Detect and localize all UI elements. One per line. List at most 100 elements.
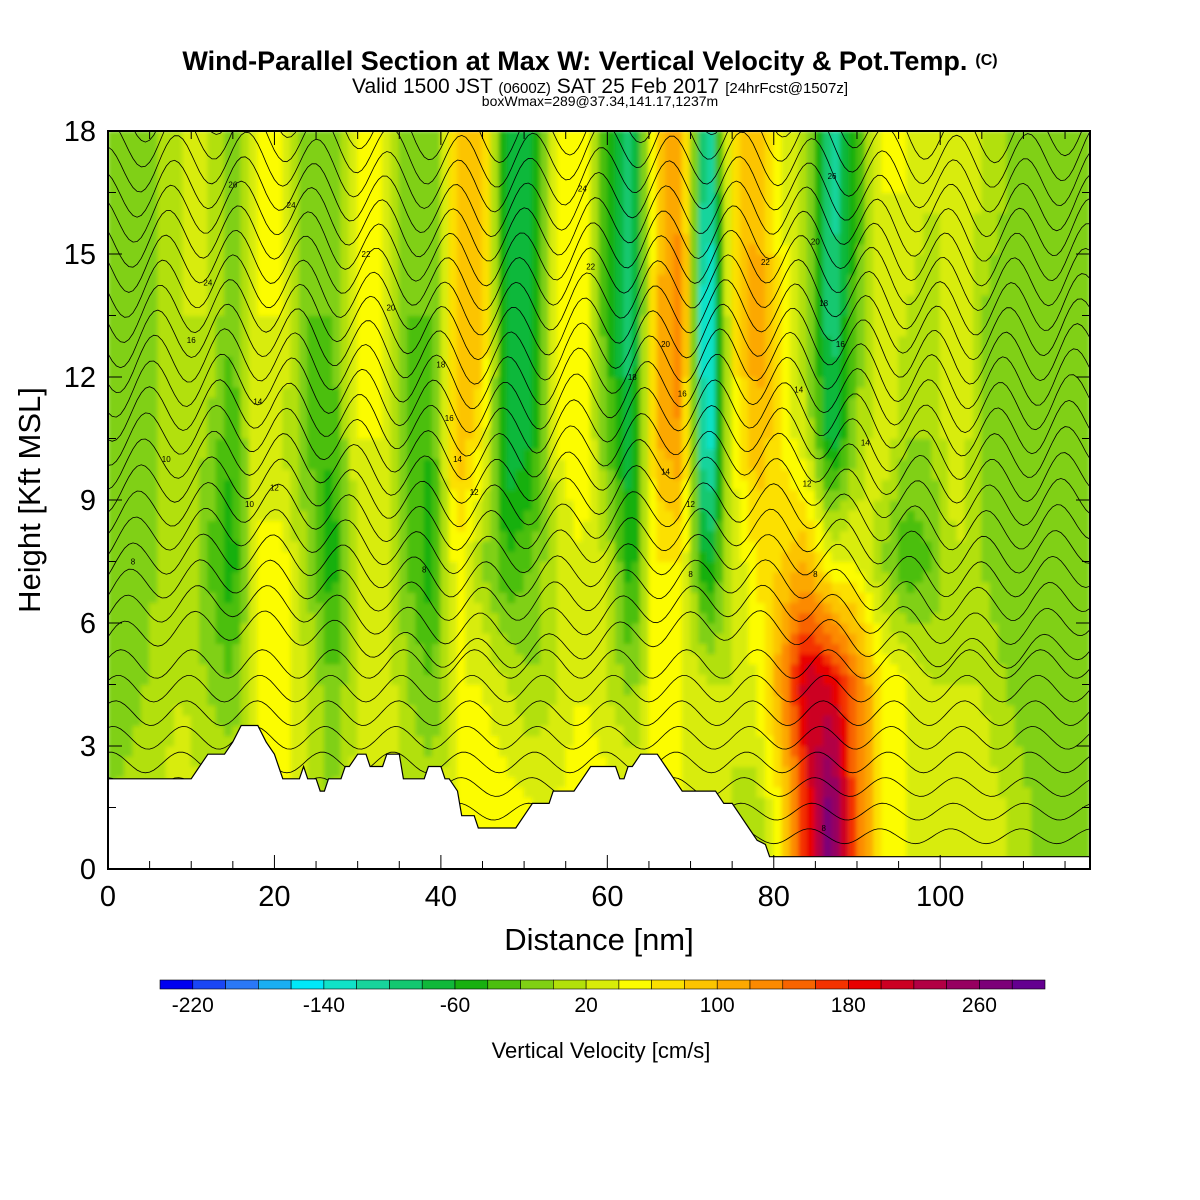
- velocity-cell: [556, 766, 567, 778]
- velocity-cell: [498, 663, 508, 675]
- velocity-cell: [640, 263, 650, 275]
- velocity-cell: [348, 602, 359, 614]
- velocity-cell: [165, 704, 176, 716]
- velocity-cell: [515, 653, 525, 665]
- velocity-cell: [540, 263, 550, 275]
- velocity-cell: [581, 192, 592, 204]
- velocity-cell: [615, 632, 625, 644]
- velocity-cell: [323, 499, 334, 511]
- velocity-cell: [448, 417, 459, 429]
- velocity-cell: [149, 550, 159, 562]
- velocity-cell: [473, 171, 483, 183]
- velocity-cell: [623, 540, 633, 552]
- velocity-cell: [165, 591, 176, 603]
- velocity-cell: [648, 581, 658, 593]
- velocity-cell: [498, 694, 508, 706]
- velocity-cell: [523, 561, 533, 573]
- velocity-cell: [157, 755, 167, 767]
- velocity-cell: [298, 673, 309, 685]
- velocity-cell: [565, 233, 575, 245]
- velocity-cell: [340, 643, 350, 655]
- velocity-cell: [590, 540, 600, 552]
- velocity-cell: [415, 714, 425, 726]
- velocity-cell: [248, 233, 259, 245]
- velocity-cell: [523, 643, 533, 655]
- velocity-cell: [481, 407, 492, 419]
- velocity-cell: [573, 673, 583, 685]
- velocity-cell: [457, 294, 467, 306]
- velocity-cell: [648, 704, 658, 716]
- velocity-cell: [556, 725, 567, 737]
- velocity-cell: [506, 745, 517, 757]
- velocity-cell: [248, 468, 259, 480]
- velocity-cell: [623, 284, 633, 296]
- velocity-cell: [465, 796, 475, 808]
- velocity-cell: [440, 540, 450, 552]
- velocity-cell: [407, 325, 417, 337]
- velocity-cell: [165, 540, 176, 552]
- velocity-cell: [481, 673, 492, 685]
- velocity-cell: [648, 274, 658, 286]
- velocity-cell: [598, 704, 608, 716]
- velocity-cell: [273, 417, 284, 429]
- velocity-cell: [265, 140, 275, 152]
- velocity-cell: [523, 192, 533, 204]
- velocity-cell: [531, 192, 542, 204]
- velocity-cell: [673, 530, 683, 542]
- velocity-cell: [440, 438, 450, 450]
- velocity-cell: [298, 202, 309, 214]
- velocity-cell: [556, 253, 567, 265]
- velocity-cell: [182, 212, 192, 224]
- velocity-cell: [140, 233, 151, 245]
- velocity-cell: [365, 530, 375, 542]
- velocity-cell: [165, 171, 176, 183]
- velocity-cell: [115, 755, 126, 767]
- velocity-cell: [190, 171, 201, 183]
- velocity-cell: [332, 612, 342, 624]
- velocity-cell: [590, 407, 600, 419]
- velocity-cell: [598, 243, 608, 255]
- velocity-cell: [174, 581, 184, 593]
- velocity-cell: [573, 591, 583, 603]
- velocity-cell: [523, 694, 533, 706]
- velocity-cell: [108, 591, 117, 603]
- velocity-cell: [631, 294, 642, 306]
- velocity-cell: [556, 366, 567, 378]
- velocity-cell: [531, 202, 542, 214]
- velocity-cell: [640, 448, 650, 460]
- velocity-cell: [248, 192, 259, 204]
- velocity-cell: [465, 417, 475, 429]
- velocity-cell: [332, 694, 342, 706]
- velocity-cell: [673, 274, 683, 286]
- velocity-cell: [224, 704, 234, 716]
- velocity-cell: [332, 643, 342, 655]
- velocity-cell: [140, 161, 151, 173]
- velocity-cell: [373, 131, 384, 142]
- velocity-cell: [390, 612, 400, 624]
- velocity-cell: [340, 684, 350, 696]
- velocity-cell: [457, 335, 467, 347]
- velocity-cell: [440, 243, 450, 255]
- velocity-cell: [457, 550, 467, 562]
- velocity-cell: [298, 550, 309, 562]
- velocity-cell: [273, 376, 284, 388]
- velocity-cell: [298, 181, 309, 193]
- velocity-cell: [506, 796, 517, 808]
- velocity-cell: [498, 591, 508, 603]
- velocity-cell: [348, 284, 359, 296]
- velocity-cell: [673, 243, 683, 255]
- velocity-cell: [473, 796, 483, 808]
- velocity-cell: [182, 622, 192, 634]
- velocity-cell: [548, 161, 558, 173]
- velocity-cell: [631, 540, 642, 552]
- velocity-cell: [315, 591, 325, 603]
- velocity-cell: [307, 438, 317, 450]
- velocity-cell: [115, 735, 126, 747]
- velocity-cell: [631, 448, 642, 460]
- velocity-cell: [606, 171, 617, 183]
- velocity-cell: [490, 653, 500, 665]
- velocity-cell: [615, 612, 625, 624]
- velocity-cell: [523, 632, 533, 644]
- velocity-cell: [498, 745, 508, 757]
- velocity-cell: [215, 315, 226, 327]
